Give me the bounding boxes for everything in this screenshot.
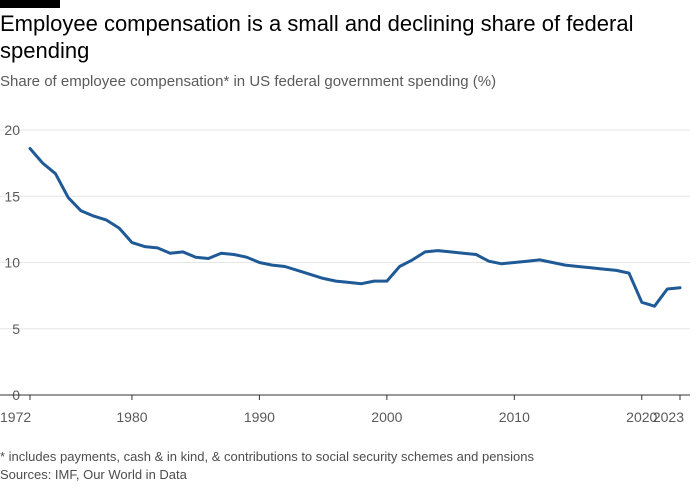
x-tick-label: 2020 bbox=[626, 409, 657, 425]
series-line bbox=[28, 147, 682, 308]
footnote-source: Sources: IMF, Our World in Data bbox=[0, 467, 187, 482]
y-tick-label: 15 bbox=[4, 188, 20, 204]
x-tick-label: 1980 bbox=[116, 409, 147, 425]
y-tick-label: 20 bbox=[4, 122, 20, 138]
x-tick-label: 1972 bbox=[0, 409, 31, 425]
footnote: * includes payments, cash & in kind, & c… bbox=[0, 448, 534, 484]
x-tick-label: 1990 bbox=[244, 409, 275, 425]
chart-title: Employee compensation is a small and dec… bbox=[0, 11, 634, 63]
footnote-note: * includes payments, cash & in kind, & c… bbox=[0, 449, 534, 464]
x-tick-label: 2010 bbox=[499, 409, 530, 425]
top-rule bbox=[0, 0, 60, 8]
y-tick-label: 5 bbox=[12, 321, 20, 337]
y-tick-label: 10 bbox=[4, 255, 20, 271]
chart-subtitle: Share of employee compensation* in US fe… bbox=[0, 73, 497, 90]
x-tick-label: 2023 bbox=[653, 409, 684, 425]
x-tick-label: 2000 bbox=[371, 409, 402, 425]
